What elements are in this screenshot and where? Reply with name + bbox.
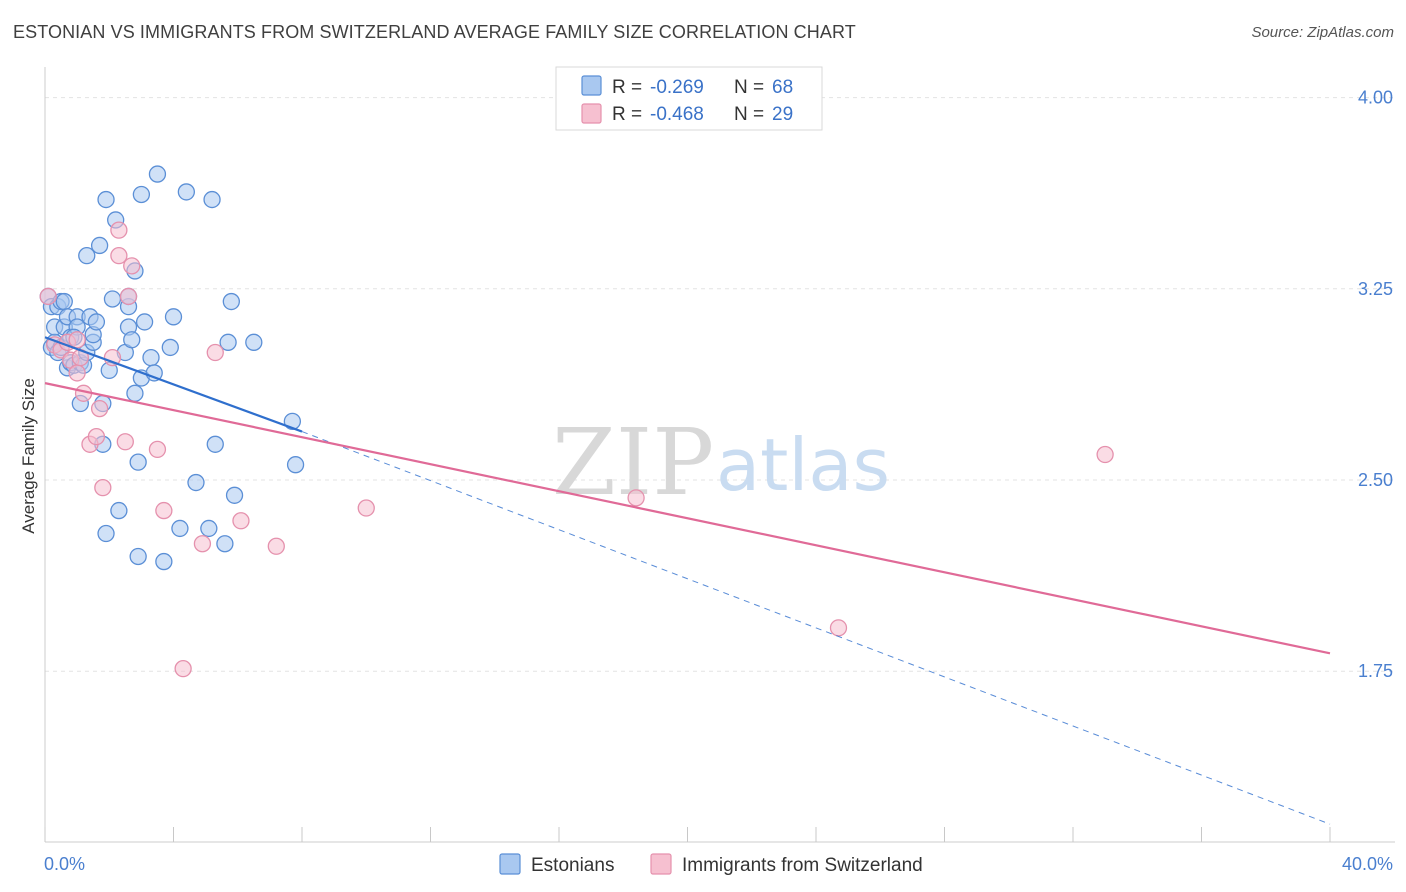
estonians-point-43 <box>129 547 147 566</box>
swiss-point-14 <box>110 221 128 239</box>
swiss-point-27 <box>627 489 645 507</box>
estonians-point-62 <box>222 292 240 311</box>
estonians-point-22 <box>78 247 96 265</box>
estonians-point-39 <box>123 331 141 349</box>
estonians-point-54 <box>171 519 189 538</box>
swiss-point-5 <box>68 331 86 349</box>
estonians-point-9 <box>55 292 73 311</box>
swiss-point-24 <box>232 512 250 530</box>
estonians-point-47 <box>110 501 128 520</box>
legend-swatch-swiss <box>581 103 602 124</box>
swiss-point-6 <box>68 364 86 382</box>
swiss-point-20 <box>155 501 173 520</box>
trendline-estonians <box>44 336 303 433</box>
legend-r-value-1: -0.269 <box>650 77 704 98</box>
swiss-point-25 <box>267 537 285 555</box>
trendline-swiss <box>44 382 1331 655</box>
source-label: Source: ZipAtlas.com <box>1251 24 1394 41</box>
swiss-point-22 <box>193 535 212 553</box>
y-tick-label-0: 4.00 <box>1358 88 1393 108</box>
top-legend: R = -0.269 N = 68 R = -0.468 N = 29 <box>555 66 823 131</box>
bottom-legend-swatch-swiss <box>650 853 672 875</box>
estonians-point-65 <box>283 412 302 431</box>
swiss-point-17 <box>119 287 138 306</box>
estonians-point-59 <box>206 435 224 453</box>
y-tick-label-1: 3.25 <box>1358 279 1393 299</box>
x-tick-label-0: 0.0% <box>44 854 85 874</box>
legend-n-label-2: N = <box>734 104 764 125</box>
estonians-point-58 <box>203 190 221 209</box>
watermark-atlas: atlas <box>716 423 890 507</box>
trendline-estonians-extension <box>301 431 1331 825</box>
legend-r-label-2: R = <box>612 104 642 125</box>
series-swiss-points <box>39 221 1114 678</box>
estonians-point-50 <box>148 165 167 183</box>
swiss-point-10 <box>87 428 106 446</box>
trendlines <box>44 336 1331 825</box>
estonians-point-60 <box>216 535 234 553</box>
estonians-point-48 <box>142 348 160 367</box>
estonians-point-52 <box>161 338 179 357</box>
watermark: ZIP atlas <box>552 409 890 516</box>
x-tick-label-1: 40.0% <box>1342 854 1393 874</box>
legend-n-value-2: 29 <box>772 104 793 125</box>
y-tick-label-3: 1.75 <box>1358 661 1393 681</box>
estonians-point-61 <box>219 333 237 351</box>
estonians-point-57 <box>200 519 218 538</box>
estonians-point-56 <box>187 473 205 492</box>
swiss-point-16 <box>116 433 134 451</box>
y-tick-label-2: 2.50 <box>1358 470 1393 490</box>
axes <box>44 67 1395 843</box>
legend-r-value-2: -0.468 <box>650 104 704 125</box>
bottom-legend-swatch-estonians <box>499 853 521 875</box>
swiss-point-11 <box>90 399 109 418</box>
tick-labels: 4.00 3.25 2.50 1.75 0.0% 40.0% <box>44 88 1393 874</box>
estonians-point-26 <box>87 313 106 331</box>
estonians-point-27 <box>90 236 109 255</box>
bottom-legend-label-swiss: Immigrants from Switzerland <box>682 855 923 876</box>
estonians-point-55 <box>177 183 196 201</box>
swiss-point-29 <box>829 619 848 637</box>
estonians-point-41 <box>126 384 144 402</box>
swiss-point-28 <box>1096 445 1114 464</box>
swiss-point-15 <box>110 247 128 265</box>
legend-r-label-1: R = <box>612 77 642 98</box>
estonians-point-46 <box>132 185 151 204</box>
legend-swatch-estonians <box>581 75 602 96</box>
estonians-point-33 <box>103 290 122 308</box>
estonians-point-30 <box>97 524 115 543</box>
gridlines <box>45 97 1395 672</box>
swiss-point-23 <box>206 343 224 362</box>
estonians-point-64 <box>245 333 263 351</box>
estonians-point-51 <box>155 552 173 571</box>
legend-n-label-1: N = <box>734 77 764 98</box>
y-axis-label: Average Family Size <box>19 378 38 534</box>
estonians-point-63 <box>225 486 244 504</box>
swiss-point-26 <box>357 499 375 517</box>
legend-n-value-1: 68 <box>772 77 793 98</box>
estonians-point-45 <box>135 313 154 331</box>
swiss-point-19 <box>148 440 167 459</box>
bottom-legend-label-estonians: Estonians <box>531 855 614 876</box>
estonians-point-66 <box>286 456 305 474</box>
bottom-legend: Estonians Immigrants from Switzerland <box>499 853 923 876</box>
estonians-point-31 <box>97 190 115 209</box>
swiss-point-12 <box>94 478 112 497</box>
estonians-point-42 <box>129 453 147 471</box>
swiss-point-0 <box>39 287 57 306</box>
chart-title: ESTONIAN VS IMMIGRANTS FROM SWITZERLAND … <box>13 22 856 42</box>
swiss-point-21 <box>174 659 192 678</box>
swiss-point-18 <box>123 257 141 275</box>
estonians-point-53 <box>164 308 183 326</box>
